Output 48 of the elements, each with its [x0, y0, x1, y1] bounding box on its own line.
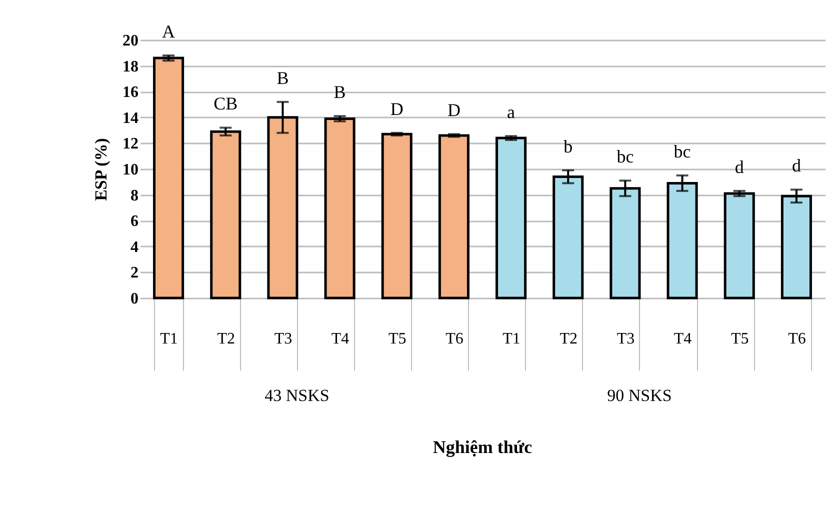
y-tick-label: 18: [122, 58, 138, 76]
x-tick-label: T5: [730, 330, 749, 348]
bar: [438, 134, 470, 300]
data-label: B: [276, 68, 289, 88]
text: 90 NSKS: [607, 386, 672, 405]
y-tick-label: 12: [122, 136, 138, 153]
text: 43 NSKS: [264, 386, 330, 405]
data-label: d: [792, 156, 801, 176]
data-label: D: [447, 100, 460, 120]
y-tick-label: 16: [122, 84, 138, 102]
bar: [210, 130, 242, 300]
bar: [496, 136, 527, 300]
y-tick-label: 4: [130, 238, 138, 256]
bar: [324, 117, 356, 300]
y-tick-label: 0: [130, 290, 138, 308]
x-tick-label: T5: [388, 330, 406, 348]
x-tick-label: T1: [502, 330, 520, 348]
x-tick-label: T4: [331, 330, 350, 348]
y-axis-title: ESP (%): [92, 138, 110, 201]
data-label: a: [507, 102, 516, 122]
x-axis-title: Nghiệm thức: [432, 437, 532, 457]
data-label: bc: [674, 141, 691, 162]
data-label: CB: [214, 94, 238, 114]
bar: [780, 194, 812, 300]
data-label: D: [390, 98, 404, 119]
y-tick-label: 8: [130, 187, 138, 204]
data-label: bc: [616, 146, 634, 167]
y-tick-label: 20: [122, 32, 138, 50]
y-tick-label: 2: [130, 264, 138, 282]
data-label: A: [162, 21, 176, 42]
y-tick-label: 6: [130, 213, 138, 230]
data-label: d: [734, 156, 744, 177]
bar: [724, 192, 755, 300]
y-tick-label: 14: [122, 110, 138, 127]
y-tick-label: 10: [122, 162, 138, 178]
x-tick-label: T2: [560, 330, 578, 348]
data-label: b: [564, 136, 573, 156]
data-label: B: [334, 82, 346, 102]
bar: [381, 132, 412, 300]
x-tick-label: T4: [674, 330, 692, 348]
x-tick-label: T1: [160, 330, 178, 348]
x-tick-label: T6: [446, 330, 464, 348]
bar: [153, 56, 184, 300]
x-tick-label: T3: [616, 330, 635, 348]
x-tick-label: T3: [274, 330, 292, 348]
x-tick-label: T6: [788, 330, 806, 348]
x-tick-label: T2: [217, 330, 236, 348]
bar: [552, 175, 584, 300]
